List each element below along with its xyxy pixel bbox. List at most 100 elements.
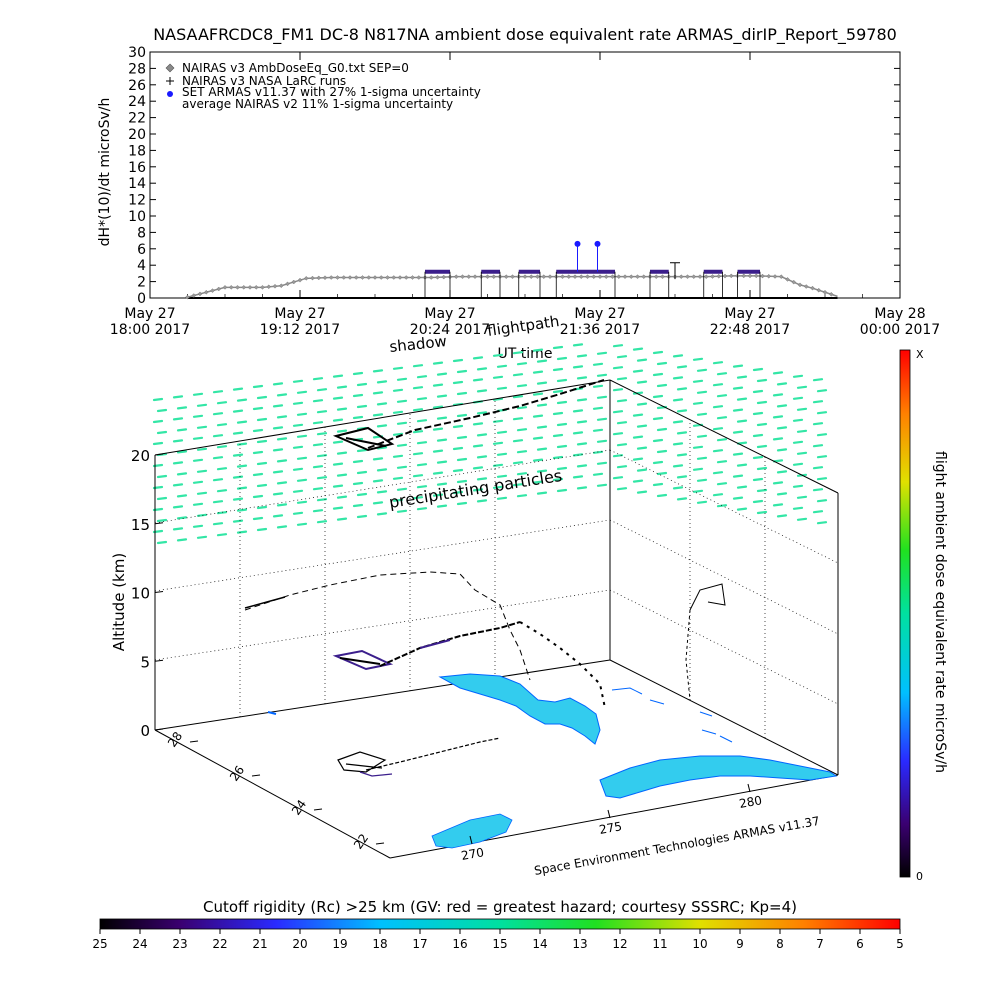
particle-mark [516, 428, 528, 432]
particle-mark [696, 434, 708, 438]
particle-mark [616, 487, 628, 491]
particle-mark [416, 463, 428, 467]
particle-mark [312, 487, 324, 491]
particle-mark [152, 397, 164, 402]
particle-mark [492, 485, 504, 489]
particle-mark [696, 456, 708, 460]
nairas-v3-point [328, 275, 334, 280]
particle-mark [276, 525, 288, 529]
particle-mark [696, 500, 708, 504]
particle-mark [612, 432, 624, 436]
particle-mark [712, 405, 724, 409]
legend-item-armas: SET ARMAS v11.37 with 27% 1-sigma uncert… [167, 85, 481, 99]
z-tick-mark [154, 591, 164, 593]
colorbar-tick-label: 10 [692, 937, 707, 951]
nairas-v3-point [616, 274, 622, 279]
particle-mark [556, 444, 568, 449]
lon-tick-label: 270 [460, 845, 485, 863]
particle-mark [432, 471, 444, 475]
particle-mark [192, 414, 204, 418]
particle-mark [216, 511, 228, 515]
particle-mark [436, 438, 448, 442]
colorbar-tick-label: 25 [92, 937, 107, 951]
gulf-coast-outline [267, 711, 277, 715]
particle-mark [156, 408, 168, 413]
particle-mark [652, 460, 664, 465]
particle-mark [672, 420, 684, 424]
particle-mark [436, 504, 448, 508]
nairas-v3-point [347, 275, 353, 280]
nairas-v3-point [772, 274, 778, 279]
lat-tick-label: 24 [289, 797, 309, 818]
particle-mark [772, 503, 784, 507]
particle-mark [592, 362, 604, 366]
colorbar-right-title: flight ambient dose equivalent rate micr… [932, 451, 948, 773]
particle-mark [516, 450, 528, 454]
particle-mark [772, 459, 784, 463]
particle-mark [612, 388, 624, 392]
particle-mark [396, 443, 408, 447]
particle-mark [596, 395, 608, 399]
particle-mark [476, 499, 488, 503]
particle-mark [356, 470, 368, 475]
chart-title: NASAAFRCDC8_FM1 DC-8 N817NA ambient dose… [153, 25, 897, 45]
particle-mark [436, 372, 448, 376]
particle-mark [636, 490, 648, 494]
nairas-v3-point [803, 284, 809, 289]
particle-mark [672, 464, 684, 468]
latitude-ticks: 22 24 26 28 [165, 729, 385, 852]
particle-mark [492, 397, 504, 401]
particle-mark [212, 522, 224, 526]
armas-spike-point [574, 240, 581, 247]
lon-tick-mark [747, 783, 751, 793]
particle-mark [176, 450, 188, 454]
particle-mark [332, 506, 344, 510]
y-tick-label: 6 [137, 242, 146, 258]
particle-mark [796, 429, 808, 433]
colorbar-tick-label: 20 [292, 937, 307, 951]
particle-mark [492, 441, 504, 445]
nairas-v3-point [185, 294, 190, 300]
particle-mark [276, 481, 288, 485]
particle-mark [252, 516, 264, 521]
nairas-v3-point [435, 275, 440, 280]
nairas-v3-point [260, 285, 265, 290]
particle-mark [172, 483, 184, 487]
particle-mark [412, 496, 424, 500]
particle-mark [772, 371, 784, 375]
particle-mark [452, 468, 464, 473]
particle-mark [656, 361, 668, 366]
nairas-v3-point [303, 276, 309, 281]
precipitating-particles [152, 343, 828, 545]
colorbar-tick-label: 16 [452, 937, 467, 951]
nairas-v3-point [266, 284, 272, 290]
particle-mark [692, 357, 704, 361]
lat-tick-label: 28 [165, 729, 185, 750]
particle-mark [616, 443, 628, 447]
particle-mark [472, 422, 484, 426]
particle-mark [236, 420, 248, 424]
particle-mark [432, 449, 444, 453]
z-tick-label: 5 [140, 653, 150, 671]
particle-mark [196, 491, 208, 495]
particle-mark [476, 367, 488, 371]
particle-mark [176, 406, 188, 410]
particle-mark [212, 412, 224, 416]
x-tick-label: May 28 [874, 306, 925, 322]
particle-mark [676, 387, 688, 391]
particle-mark [632, 479, 644, 483]
particle-mark [276, 503, 288, 507]
particle-mark [276, 459, 288, 463]
particle-mark [572, 475, 584, 479]
particle-mark [312, 421, 324, 425]
colorbar-right-bottom-label: 0 [916, 870, 923, 883]
particle-mark [552, 433, 564, 438]
nairas-v3-point [603, 274, 609, 279]
particle-mark [792, 374, 804, 378]
particle-mark [252, 450, 264, 455]
particle-mark [476, 411, 488, 415]
nairas-v3-point [678, 274, 684, 279]
particle-mark [632, 435, 644, 439]
nairas-v3-point [641, 274, 647, 279]
particle-mark [236, 508, 248, 512]
